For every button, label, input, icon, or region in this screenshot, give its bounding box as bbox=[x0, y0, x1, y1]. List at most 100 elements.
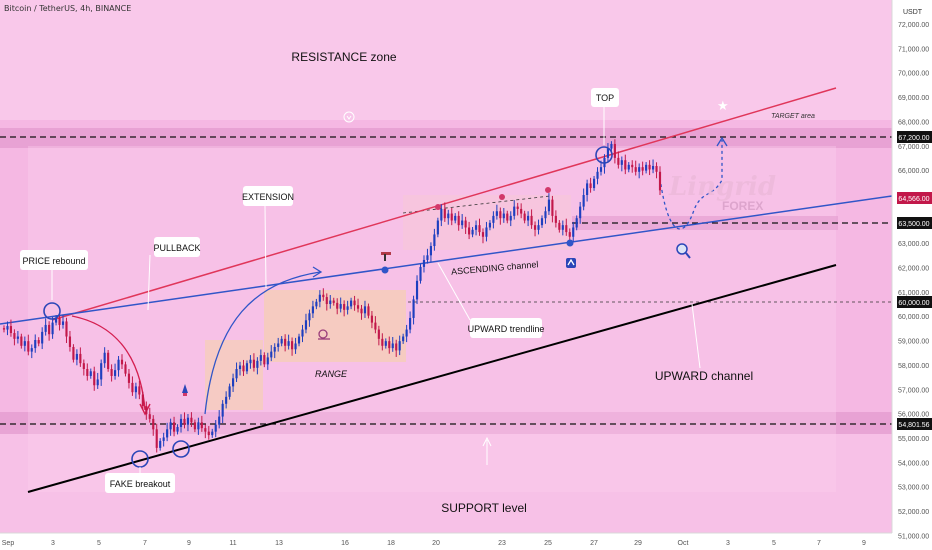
candle-bull bbox=[433, 234, 436, 247]
pivot-top[interactable] bbox=[595, 146, 613, 164]
candle-bull bbox=[273, 346, 276, 352]
asc-top-dot-2 bbox=[499, 194, 505, 200]
candle-bear bbox=[68, 336, 72, 347]
candle-bull bbox=[75, 353, 78, 360]
tag-67200: 67,200.00 bbox=[897, 131, 932, 143]
candle-bull bbox=[218, 416, 221, 425]
callout-fake-breakout[interactable]: FAKE breakout bbox=[105, 467, 175, 493]
candle-bull bbox=[41, 331, 44, 344]
pivot-low-2[interactable] bbox=[172, 440, 190, 458]
candle-bear bbox=[141, 394, 144, 407]
candle-bull bbox=[575, 218, 578, 228]
price-tick-label: 70,000.00 bbox=[898, 71, 929, 78]
candle-bull bbox=[547, 199, 551, 212]
candle-bear bbox=[27, 341, 30, 352]
candle-bear bbox=[617, 157, 620, 165]
callout-top[interactable]: TOP bbox=[591, 88, 619, 145]
candle-bear bbox=[520, 208, 523, 214]
candle-bull bbox=[117, 359, 120, 371]
candle-bull bbox=[426, 255, 429, 260]
candle-bull bbox=[582, 195, 585, 207]
breakout-box bbox=[205, 340, 263, 410]
callout-pullback[interactable]: PULLBACK bbox=[147, 237, 201, 311]
candle-bear bbox=[204, 428, 207, 432]
extension-arrowhead bbox=[312, 266, 323, 278]
time-tick-label: 5 bbox=[772, 540, 776, 547]
candle-bull bbox=[540, 218, 544, 226]
candle-bear bbox=[381, 338, 384, 346]
candle-bear bbox=[148, 414, 151, 419]
candle-bear bbox=[468, 227, 471, 235]
candle-bear bbox=[325, 297, 328, 305]
candle-bull bbox=[509, 215, 512, 221]
price-tick-label: 51,000.00 bbox=[898, 533, 929, 540]
time-tick-labels: Sep 3 5 7 9 11 13 16 18 20 23 25 27 29 Oct 3 5 7 9 bbox=[2, 540, 866, 547]
candle-bear bbox=[93, 371, 96, 386]
candle-bull bbox=[211, 431, 214, 436]
candle-bull bbox=[638, 167, 641, 172]
candle-bear bbox=[127, 373, 131, 383]
price-tick-label: 62,000.00 bbox=[898, 266, 929, 273]
candle-bear bbox=[655, 166, 658, 172]
candle-bear bbox=[48, 324, 51, 335]
candle-bear bbox=[336, 302, 339, 309]
upward-channel-pointer bbox=[691, 303, 701, 369]
callout-price-rebound[interactable]: PRICE rebound bbox=[20, 250, 88, 300]
svg-text:★: ★ bbox=[717, 98, 729, 113]
candle-bull bbox=[579, 206, 582, 219]
candle-bull bbox=[162, 437, 165, 441]
price-tick-label: 53,000.00 bbox=[898, 485, 929, 492]
callout-upward-trendline[interactable]: UPWARD trendline bbox=[437, 262, 545, 338]
candle-bear bbox=[530, 215, 533, 226]
candle-bull bbox=[134, 386, 137, 393]
candle-bull bbox=[572, 227, 575, 237]
callout-extension[interactable]: EXTENSION bbox=[242, 186, 294, 289]
price-tick-label: 54,000.00 bbox=[898, 460, 929, 467]
pivot-rebound[interactable] bbox=[43, 302, 61, 320]
candle-bull bbox=[363, 306, 367, 314]
candle-bear bbox=[558, 222, 561, 230]
candle-bull bbox=[277, 343, 280, 347]
extension-arrow bbox=[204, 271, 321, 415]
candle-bull bbox=[113, 370, 117, 376]
time-axis-panel[interactable] bbox=[0, 533, 892, 550]
time-tick-label: 7 bbox=[817, 540, 821, 547]
candle-bear bbox=[523, 213, 526, 221]
candle-bear bbox=[110, 369, 113, 376]
projection-arrowhead bbox=[716, 136, 728, 147]
upward-trendline-label: UPWARD trendline bbox=[468, 324, 545, 334]
candle-bull bbox=[384, 341, 387, 346]
candle-bear bbox=[641, 167, 644, 171]
candle-bear bbox=[499, 211, 502, 219]
time-tick-label: 27 bbox=[590, 540, 598, 547]
candle-bear bbox=[65, 321, 68, 337]
candle-bear bbox=[322, 294, 325, 298]
candle-bear bbox=[58, 317, 61, 325]
tag-64566: 64,566.00 bbox=[897, 192, 932, 204]
candle-bull bbox=[409, 317, 412, 330]
time-tick-label: 3 bbox=[51, 540, 55, 547]
extension-label: EXTENSION bbox=[242, 192, 294, 202]
candle-bear bbox=[2, 328, 6, 330]
price-tick-label: 57,000.00 bbox=[898, 387, 929, 394]
candle-bear bbox=[554, 215, 557, 223]
candle-bull bbox=[232, 378, 235, 387]
candle-bull bbox=[645, 164, 648, 171]
candle-bear bbox=[145, 406, 148, 415]
svg-text:64,566.00: 64,566.00 bbox=[898, 196, 929, 203]
price-tick-label: 52,000.00 bbox=[898, 509, 929, 516]
candle-bear bbox=[388, 341, 391, 349]
tag-60000: 60,000.00 bbox=[897, 296, 932, 308]
candle-bear bbox=[478, 225, 481, 233]
price-tick-label: 71,000.00 bbox=[898, 46, 929, 53]
price-axis-panel[interactable] bbox=[892, 0, 932, 550]
candle-bear bbox=[252, 359, 255, 368]
candle-bear bbox=[516, 206, 519, 209]
candle-bull bbox=[419, 266, 422, 281]
time-tick-label: 9 bbox=[187, 540, 191, 547]
price-tick-label: 67,000.00 bbox=[898, 144, 929, 151]
candle-bull bbox=[30, 348, 33, 352]
projection-path bbox=[659, 140, 723, 230]
